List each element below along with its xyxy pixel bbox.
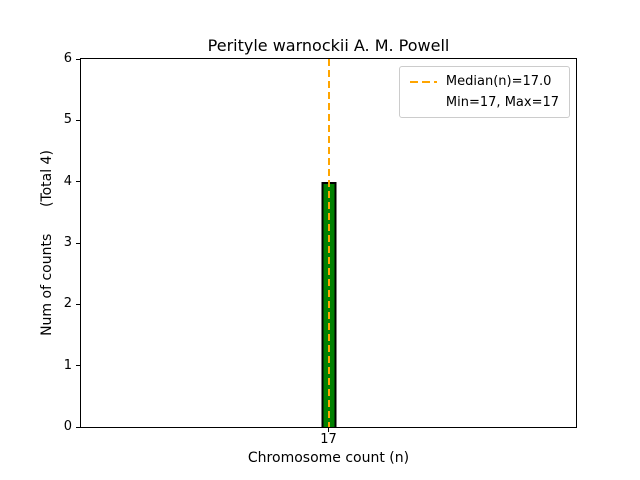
median-line	[327, 59, 330, 427]
legend-entry-minmax: Min=17, Max=17	[410, 95, 559, 110]
y-tick-label: 5	[63, 112, 72, 128]
x-axis-label: Chromosome count (n)	[247, 450, 410, 466]
y-tick-label: 4	[63, 173, 72, 189]
y-tick-mark	[76, 119, 80, 121]
legend-label-minmax: Min=17, Max=17	[445, 95, 559, 110]
y-tick-mark	[76, 365, 80, 367]
y-tick-mark	[76, 58, 80, 60]
dashed-line-icon	[409, 80, 437, 83]
x-tick-mark	[328, 428, 329, 432]
y-tick-label: 1	[63, 357, 72, 373]
y-tick-mark	[76, 426, 80, 428]
chart-title: Perityle warnockii A. M. Powell	[207, 36, 450, 55]
y-tick-mark	[76, 303, 80, 305]
plot-area: Median(n)=17.0 Min=17, Max=17	[80, 58, 577, 428]
legend-sample-empty	[410, 102, 437, 104]
y-tick-mark	[76, 181, 80, 183]
y-tick-label: 6	[63, 51, 72, 66]
legend-entry-median: Median(n)=17.0	[409, 74, 559, 89]
legend: Median(n)=17.0 Min=17, Max=17	[398, 66, 570, 118]
legend-label-median: Median(n)=17.0	[445, 74, 552, 89]
y-tick-mark	[76, 242, 80, 244]
y-tick-label: 2	[63, 296, 72, 312]
y-tick-label: 3	[63, 235, 72, 250]
y-tick-label: 0	[63, 419, 72, 434]
x-tick-label: 17	[320, 432, 337, 447]
